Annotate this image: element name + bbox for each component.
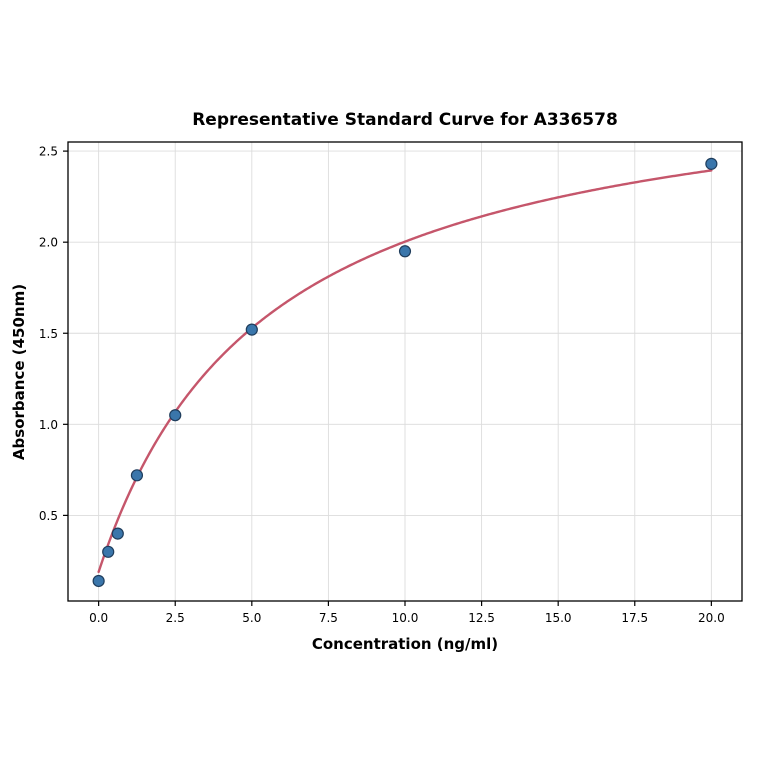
- x-tick-label: 17.5: [621, 611, 648, 625]
- x-tick-label: 7.5: [319, 611, 338, 625]
- gridlines: [68, 142, 742, 601]
- fit-curve: [97, 169, 713, 574]
- x-tick-label: 0.0: [89, 611, 108, 625]
- data-point: [92, 574, 105, 588]
- data-point: [169, 409, 182, 422]
- x-tick-label: 20.0: [698, 611, 725, 625]
- data-point: [130, 469, 144, 482]
- x-tick-label: 10.0: [392, 611, 419, 625]
- data-points-layer: [92, 157, 718, 588]
- y-tick-label: 2.0: [39, 236, 58, 250]
- data-point: [245, 323, 258, 336]
- y-tick-label: 2.5: [39, 145, 58, 159]
- x-tick-label: 2.5: [166, 611, 185, 625]
- data-point: [398, 245, 412, 258]
- data-point: [705, 157, 718, 170]
- y-tick-label: 0.5: [39, 509, 58, 523]
- x-axis-label: Concentration (ng/ml): [312, 635, 498, 653]
- axes-layer: 0.0 2.5 5.0 7.5 10.0 12.5 15.0 17.5 20.0 0.5 1.0 1.…: [39, 141, 743, 625]
- fit-curve-layer: [97, 169, 713, 574]
- chart-title: Representative Standard Curve for A33657…: [192, 110, 618, 130]
- x-tick-label: 12.5: [468, 611, 495, 625]
- data-point: [102, 545, 115, 558]
- x-tick-label: 5.0: [242, 611, 261, 625]
- x-tick-label: 15.0: [545, 611, 572, 625]
- y-tick-label: 1.0: [39, 418, 58, 432]
- y-tick-label: 1.5: [39, 327, 58, 341]
- data-point: [111, 527, 124, 540]
- y-axis-label: Absorbance (450nm): [10, 284, 28, 460]
